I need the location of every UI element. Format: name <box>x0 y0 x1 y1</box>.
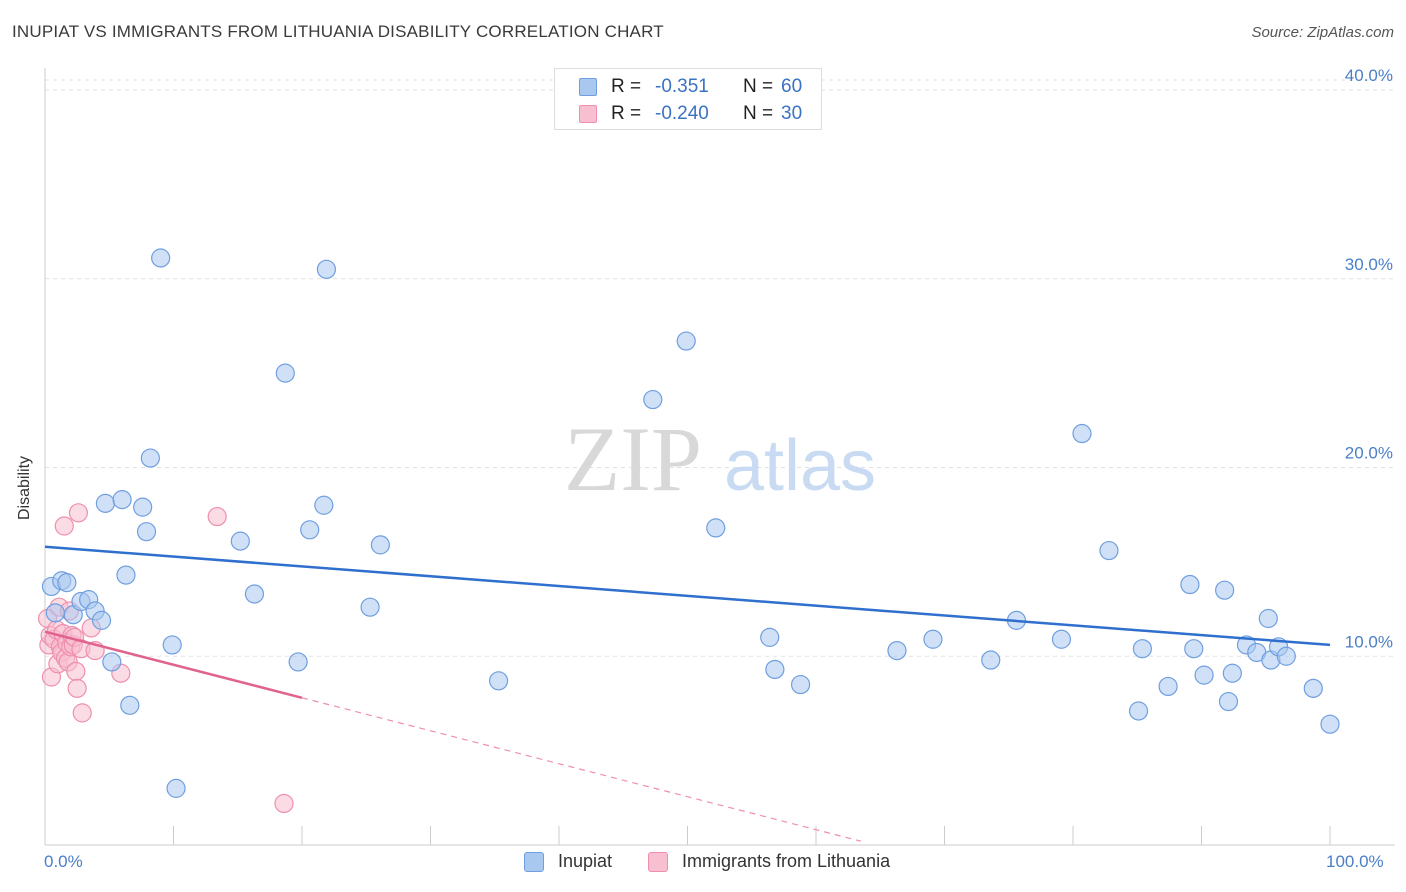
trend-lines <box>44 545 1331 842</box>
chart-title: INUPIAT VS IMMIGRANTS FROM LITHUANIA DIS… <box>12 22 664 41</box>
inupiat-point <box>676 331 696 351</box>
inupiat-point <box>1215 580 1235 600</box>
stats-row-lithuania: R = -0.240 N = 30 <box>579 102 802 126</box>
inupiat-point <box>1128 701 1149 721</box>
inupiat-point <box>360 597 380 617</box>
inupiat-point <box>1099 540 1119 561</box>
lithuania-trend-extension <box>301 697 862 842</box>
inupiat-point <box>1320 714 1340 734</box>
inupiat-point <box>765 659 785 680</box>
stats-legend: R = -0.351 N = 60 R = -0.240 N = 30 <box>554 68 822 130</box>
inupiat-point <box>133 497 153 517</box>
lithuania-trend-line <box>44 630 303 699</box>
inupiat-point <box>57 573 77 593</box>
y-tick-label: 30.0% <box>1345 255 1393 274</box>
inupiat-point <box>288 652 308 672</box>
inupiat-point <box>102 652 122 672</box>
n-value: 30 <box>781 103 803 124</box>
legend-item-lithuania: Immigrants from Lithuania <box>648 851 890 872</box>
inupiat-point <box>1180 574 1200 595</box>
lithuania-point <box>66 661 86 681</box>
inupiat-point <box>1184 639 1204 659</box>
r-value: -0.240 <box>655 103 709 124</box>
inupiat-trend-line <box>44 545 1331 647</box>
inupiat-point <box>230 531 250 551</box>
x-tick-max: 100.0% <box>1326 852 1384 871</box>
watermark: ZIP atlas <box>564 408 876 510</box>
lithuania-swatch <box>579 105 597 123</box>
series-legend: Inupiat Immigrants from Lithuania <box>0 851 1406 877</box>
source-label: Source: ZipAtlas.com <box>1251 24 1394 41</box>
legend-item-inupiat: Inupiat <box>524 851 612 872</box>
inupiat-point <box>120 695 140 715</box>
inupiat-point <box>1276 646 1296 666</box>
y-tick-label: 10.0% <box>1345 632 1393 651</box>
r-label: R = <box>611 76 642 97</box>
r-label: R = <box>611 103 642 124</box>
inupiat-point <box>1258 608 1278 629</box>
inupiat-swatch <box>579 78 597 96</box>
watermark-zip: ZIP <box>564 408 702 510</box>
inupiat-point <box>136 522 157 542</box>
inupiat-point <box>1051 629 1072 649</box>
legend-label-lithuania: Immigrants from Lithuania <box>682 851 891 871</box>
inupiat-point <box>1072 423 1092 444</box>
inupiat-point <box>1222 663 1242 683</box>
y-tick-label: 40.0% <box>1345 66 1393 85</box>
legend-label-inupiat: Inupiat <box>558 851 613 871</box>
x-tick-min: 0.0% <box>44 852 83 871</box>
inupiat-point <box>489 671 509 691</box>
inupiat-point <box>981 650 1001 670</box>
axes <box>44 68 1395 846</box>
lithuania-point <box>67 678 87 698</box>
inupiat-point <box>1158 676 1178 697</box>
lithuania-point <box>207 506 227 527</box>
inupiat-point <box>1218 691 1239 712</box>
y-tick-labels: 10.0% 20.0% 30.0% 40.0% <box>1345 66 1393 651</box>
inupiat-point <box>166 778 186 798</box>
inupiat-point <box>162 635 182 655</box>
inupiat-point <box>116 565 136 585</box>
n-label: N = <box>743 103 774 124</box>
n-label: N = <box>743 76 774 97</box>
inupiat-point <box>790 674 811 695</box>
inupiat-point <box>1303 678 1323 698</box>
lithuania-legend-swatch <box>648 851 668 872</box>
watermark-atlas: atlas <box>724 426 876 506</box>
series-inupiat <box>41 248 1340 798</box>
inupiat-point <box>316 259 337 279</box>
inupiat-point <box>300 520 320 540</box>
grid-lines <box>45 79 1395 657</box>
inupiat-point <box>95 493 115 513</box>
inupiat-point <box>1194 665 1214 685</box>
inupiat-point <box>91 610 112 630</box>
lithuania-point <box>68 503 89 523</box>
inupiat-point <box>887 640 907 661</box>
r-value: -0.351 <box>655 76 709 97</box>
inupiat-point <box>45 603 65 623</box>
inupiat-legend-swatch <box>524 851 544 872</box>
inupiat-point <box>112 489 132 510</box>
lithuania-point <box>274 793 294 814</box>
inupiat-point <box>244 584 265 604</box>
inupiat-point <box>314 495 334 515</box>
inupiat-point <box>923 629 943 649</box>
inupiat-point <box>140 448 160 468</box>
y-tick-label: 20.0% <box>1345 444 1393 463</box>
inupiat-point <box>643 389 663 410</box>
inupiat-point <box>151 248 171 268</box>
inupiat-point <box>1132 639 1152 659</box>
n-value: 60 <box>781 76 803 97</box>
inupiat-point <box>706 518 726 538</box>
inupiat-point <box>370 535 390 555</box>
inupiat-point <box>275 363 295 383</box>
lithuania-point <box>54 516 74 536</box>
lithuania-point <box>72 703 92 723</box>
stats-row-inupiat: R = -0.351 N = 60 <box>579 75 802 99</box>
inupiat-point <box>760 627 780 647</box>
